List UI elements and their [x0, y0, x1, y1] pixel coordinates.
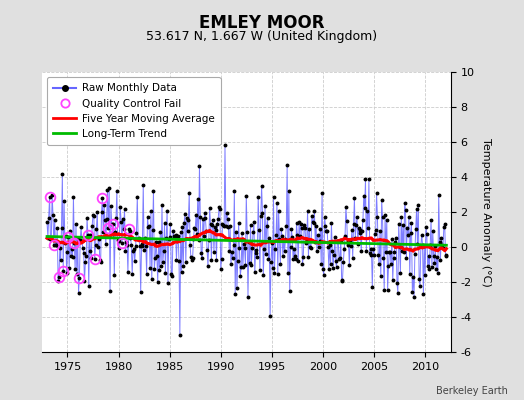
Text: Berkeley Earth: Berkeley Earth — [436, 386, 508, 396]
Text: 53.617 N, 1.667 W (United Kingdom): 53.617 N, 1.667 W (United Kingdom) — [146, 30, 378, 43]
Text: EMLEY MOOR: EMLEY MOOR — [199, 14, 325, 32]
Y-axis label: Temperature Anomaly (°C): Temperature Anomaly (°C) — [481, 138, 491, 286]
Legend: Raw Monthly Data, Quality Control Fail, Five Year Moving Average, Long-Term Tren: Raw Monthly Data, Quality Control Fail, … — [47, 77, 221, 145]
